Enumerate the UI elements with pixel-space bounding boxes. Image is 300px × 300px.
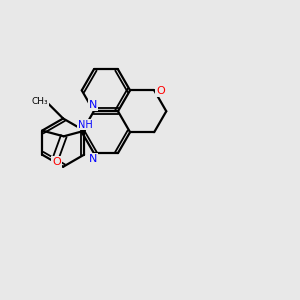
Text: N: N	[88, 154, 97, 164]
Text: N: N	[88, 100, 97, 110]
Text: O: O	[52, 157, 61, 167]
Text: O: O	[156, 86, 165, 96]
Text: NH: NH	[78, 119, 93, 130]
Text: CH₃: CH₃	[31, 97, 48, 106]
